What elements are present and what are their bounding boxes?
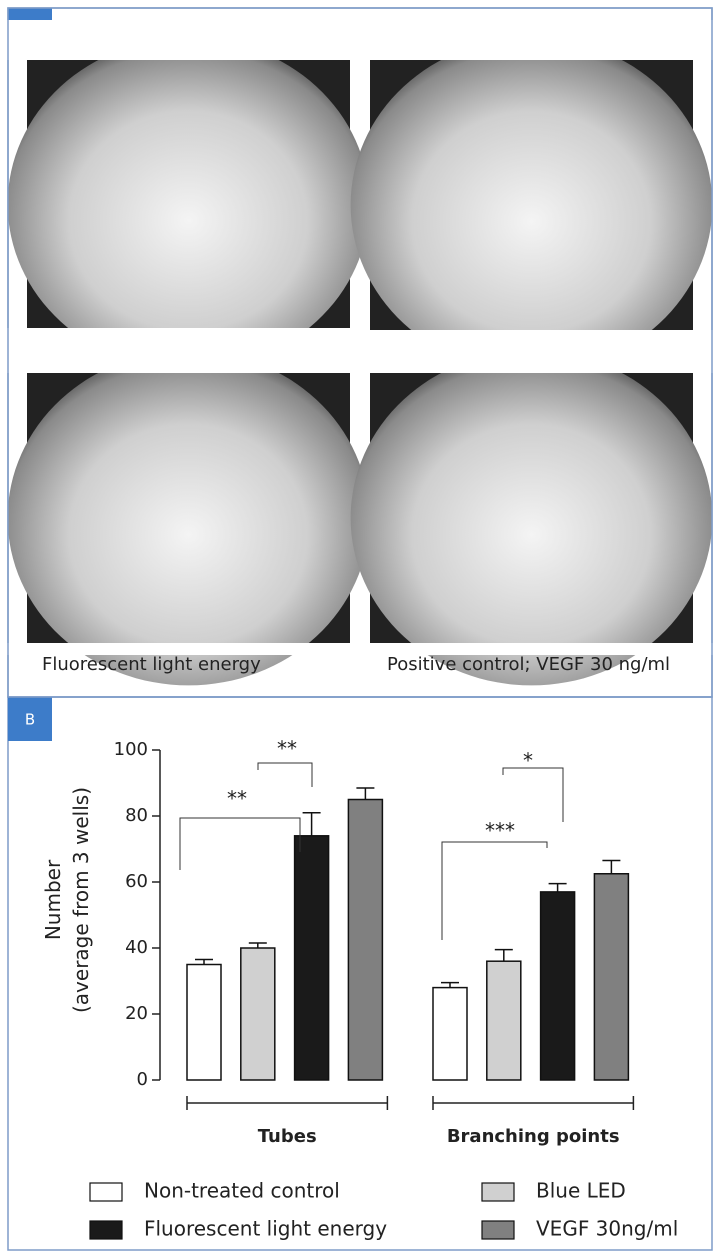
bar [432, 986, 468, 1081]
micrograph-clip [7, 20, 370, 60]
legend-label: VEGF 30ng/ml [536, 1217, 678, 1241]
y-tick-label: 60 [125, 871, 148, 892]
micrograph-clip [350, 333, 713, 373]
y-axis-label: Number (average from 3 wells) [41, 787, 93, 1013]
group-bracket [432, 1096, 635, 1110]
significance-label: ** [227, 787, 247, 811]
y-tick-label: 0 [137, 1069, 148, 1090]
legend-label: Non-treated control [144, 1179, 340, 1203]
group-bracket [186, 1096, 389, 1110]
legend-label: Blue LED [536, 1179, 626, 1203]
y-tick-label: 40 [125, 937, 148, 958]
micrograph-well [7, 37, 370, 371]
error-bar [494, 948, 513, 962]
caption: Positive control; VEGF 30 ng/ml [387, 654, 670, 675]
x-tick-label: Branching points [447, 1126, 620, 1147]
legend-label: Fluorescent light energy [144, 1217, 387, 1241]
micrograph-clip [350, 643, 713, 655]
caption: Fluorescent light energy [42, 654, 261, 675]
significance-bracket [257, 762, 313, 787]
panel-label-box [8, 697, 52, 741]
y-tick-label: 80 [125, 805, 148, 826]
bar [240, 947, 276, 1081]
micrograph-well [350, 350, 713, 686]
error-bar [248, 942, 267, 948]
y-axis-label-line: (average from 3 wells) [69, 787, 93, 1013]
legend-swatch [89, 1182, 123, 1202]
micrograph-clip [7, 333, 370, 373]
bar [593, 873, 630, 1081]
micrograph-well [7, 350, 370, 686]
y-axis-label-line: Number [41, 859, 65, 940]
error-bar [195, 958, 213, 965]
error-bar [548, 882, 567, 892]
y-tick-label: 20 [125, 1003, 148, 1024]
error-bar [302, 811, 321, 836]
significance-bracket [179, 817, 301, 870]
micrograph-clip [350, 20, 713, 60]
error-bar [356, 787, 375, 800]
bar [486, 960, 522, 1081]
error-bar [441, 981, 459, 988]
panel-label: B [25, 711, 35, 729]
bar [186, 963, 222, 1081]
y-tick-label: 100 [114, 739, 148, 760]
significance-label: *** [485, 819, 515, 843]
micrograph-well [350, 37, 713, 373]
error-bar [602, 859, 621, 874]
significance-bracket [502, 767, 564, 822]
significance-label: ** [277, 737, 297, 761]
significance-bracket [441, 841, 548, 940]
bar [347, 798, 384, 1081]
bar [293, 835, 330, 1081]
legend-swatch [481, 1182, 515, 1202]
bar [539, 891, 576, 1081]
legend-swatch [89, 1220, 123, 1240]
x-tick-label: Tubes [258, 1126, 317, 1147]
legend-swatch [481, 1220, 515, 1240]
micrograph-border [7, 7, 713, 698]
micrograph-clip [7, 643, 370, 655]
significance-label: * [523, 749, 533, 773]
